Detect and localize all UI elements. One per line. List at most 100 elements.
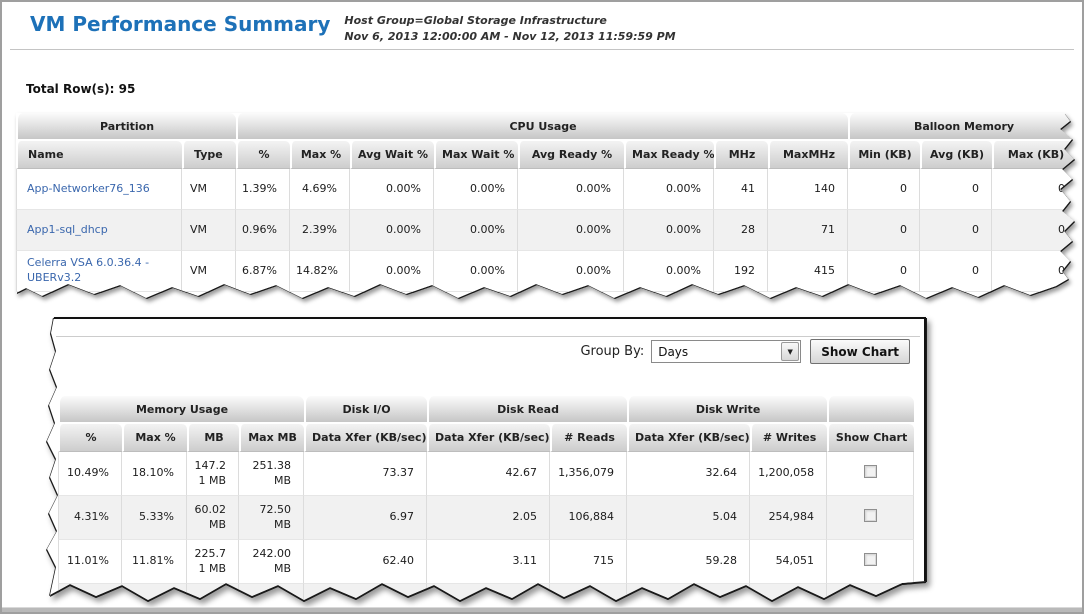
mem-mb: 147.21 MB	[187, 452, 239, 496]
group-by-selected-value: Days	[658, 344, 689, 359]
mem-max-pct: 18.10%	[122, 452, 187, 496]
column-header-max-pct[interactable]: Max %	[290, 141, 350, 169]
report-header: VM Performance Summary Host Group=Global…	[30, 12, 676, 45]
diskread-xfer: 42.67	[427, 452, 551, 496]
cpu-avg-wait: 0.00%	[350, 210, 434, 251]
vm-type: VM	[182, 251, 236, 292]
cpu-avg-ready: 0.00%	[518, 169, 624, 210]
group-by-select[interactable]: Days ▼	[651, 340, 802, 363]
table-row: App-Networker76_136 VM 1.39% 4.69% 0.00%…	[16, 169, 1074, 210]
mem-max-mb: 72.50 MB	[239, 496, 305, 540]
balloon-min-kb: 0	[848, 251, 921, 292]
column-header-mem-mb[interactable]: MB	[187, 424, 239, 452]
column-header-max-kb[interactable]: Max (KB)	[992, 141, 1074, 169]
show-chart-button[interactable]: Show Chart	[810, 339, 910, 364]
vm-performance-table: Partition CPU Usage Balloon Memory Name …	[16, 113, 1074, 292]
top-table-torn-paper: Partition CPU Usage Balloon Memory Name …	[16, 113, 1074, 298]
column-header-avg-wait[interactable]: Avg Wait %	[350, 141, 434, 169]
cpu-max-pct: 4.69%	[290, 169, 350, 210]
mem-pct: 10.49%	[58, 452, 122, 496]
group-header-memory-usage: Memory Usage	[58, 396, 305, 424]
vm-name-link[interactable]: App-Networker76_136	[16, 169, 182, 210]
balloon-max-kb: 0	[992, 210, 1074, 251]
balloon-avg-kb: 0	[920, 251, 993, 292]
column-header-maxmhz[interactable]: MaxMHz	[768, 141, 849, 169]
diskio-xfer: 6.97	[304, 496, 428, 540]
column-header-mem-max-pct[interactable]: Max %	[122, 424, 187, 452]
panel-top-divider	[56, 336, 920, 337]
vm-name-link[interactable]: Celerra VSA 6.0.36.4 - UBERv3.2	[16, 251, 182, 292]
diskread-xfer: 2.05	[427, 496, 551, 540]
column-header-mhz[interactable]: MHz	[714, 141, 768, 169]
mem-mb: 225.71 MB	[187, 540, 239, 584]
diskio-xfer: 62.40	[304, 540, 428, 584]
group-by-controls: Group By: Days ▼ Show Chart	[580, 339, 910, 364]
group-header-row: Partition CPU Usage Balloon Memory	[16, 113, 1074, 141]
cpu-max-ready: 0.00%	[624, 251, 714, 292]
group-header-row: Memory Usage Disk I/O Disk Read Disk Wri…	[58, 396, 915, 424]
bottom-panel-fragment: Group By: Days ▼ Show Chart Memory Usage…	[44, 317, 926, 602]
diskwrite-xfer: 32.64	[627, 452, 751, 496]
column-header-avg-ready[interactable]: Avg Ready %	[518, 141, 624, 169]
column-header-max-wait[interactable]: Max Wait %	[434, 141, 518, 169]
report-filter: Host Group=Global Storage Infrastructure	[344, 14, 607, 27]
group-header-empty	[827, 396, 915, 424]
horizontal-scrollbar[interactable]	[2, 607, 1082, 612]
cpu-pct: 6.87%	[236, 251, 290, 292]
balloon-avg-kb: 0	[920, 169, 993, 210]
cpu-max-wait: 0.00%	[434, 169, 518, 210]
table-row: App1-sql_dhcp VM 0.96% 2.39% 0.00% 0.00%…	[16, 210, 1074, 251]
report-subtitle: Host Group=Global Storage Infrastructure…	[344, 13, 675, 45]
column-header-avg-kb[interactable]: Avg (KB)	[920, 141, 993, 169]
column-header-min-kb[interactable]: Min (KB)	[848, 141, 921, 169]
cpu-max-pct: 14.82%	[290, 251, 350, 292]
cpu-max-pct: 2.39%	[290, 210, 350, 251]
show-chart-checkbox[interactable]	[863, 508, 877, 522]
diskio-xfer: 73.37	[304, 452, 428, 496]
mem-pct: 11.01%	[58, 540, 122, 584]
diskwrite-xfer: 5.04	[627, 496, 751, 540]
table-row: 10.49% 18.10% 147.21 MB 251.38 MB 73.37 …	[58, 452, 915, 496]
column-header-name[interactable]: Name	[16, 141, 182, 169]
cpu-max-ready: 0.00%	[624, 210, 714, 251]
table-row: Celerra VSA 6.0.36.4 - UBERv3.2 VM 6.87%…	[16, 251, 1074, 292]
cpu-max-wait: 0.00%	[434, 210, 518, 251]
column-header-row: Name Type % Max % Avg Wait % Max Wait % …	[16, 141, 1074, 169]
report-date-range: Nov 6, 2013 12:00:00 AM - Nov 12, 2013 1…	[344, 29, 676, 43]
column-header-pct[interactable]: %	[236, 141, 290, 169]
page-title: VM Performance Summary	[30, 12, 331, 36]
mem-pct: 4.31%	[58, 496, 122, 540]
column-header-show-chart[interactable]: Show Chart	[827, 424, 915, 452]
column-header-type[interactable]: Type	[182, 141, 236, 169]
show-chart-checkbox[interactable]	[863, 552, 877, 566]
num-writes: 1,200,058	[750, 452, 828, 496]
column-header-mem-max-mb[interactable]: Max MB	[239, 424, 305, 452]
group-by-label: Group By:	[580, 344, 645, 359]
balloon-avg-kb: 0	[920, 210, 993, 251]
cpu-maxmhz: 415	[768, 251, 849, 292]
column-header-row: % Max % MB Max MB Data Xfer (KB/sec) Dat…	[58, 424, 915, 452]
column-header-diskread-xfer[interactable]: Data Xfer (KB/sec)	[427, 424, 551, 452]
table-row: 4.31% 5.33% 60.02 MB 72.50 MB 6.97 2.05 …	[58, 496, 915, 540]
vm-name-link[interactable]: App1-sql_dhcp	[16, 210, 182, 251]
balloon-max-kb: 0	[992, 169, 1074, 210]
vm-disk-memory-table: Memory Usage Disk I/O Disk Read Disk Wri…	[58, 396, 915, 600]
column-header-diskwrite-xfer[interactable]: Data Xfer (KB/sec)	[627, 424, 751, 452]
column-header-num-writes[interactable]: # Writes	[750, 424, 828, 452]
column-header-max-ready[interactable]: Max Ready %	[624, 141, 714, 169]
cpu-mhz: 192	[714, 251, 768, 292]
mem-max-mb: 242.00 MB	[239, 540, 305, 584]
group-header-cpu-usage: CPU Usage	[236, 113, 849, 141]
mem-max-pct: 5.33%	[122, 496, 187, 540]
column-header-mem-pct[interactable]: %	[58, 424, 122, 452]
column-header-diskio-xfer[interactable]: Data Xfer (KB/sec)	[304, 424, 428, 452]
vm-type: VM	[182, 210, 236, 251]
balloon-min-kb: 0	[848, 210, 921, 251]
show-chart-checkbox[interactable]	[863, 464, 877, 478]
column-header-num-reads[interactable]: # Reads	[550, 424, 628, 452]
vm-type: VM	[182, 169, 236, 210]
chevron-down-icon[interactable]: ▼	[781, 342, 800, 361]
total-rows-label: Total Row(s): 95	[26, 82, 136, 96]
balloon-max-kb: 0	[992, 251, 1074, 292]
